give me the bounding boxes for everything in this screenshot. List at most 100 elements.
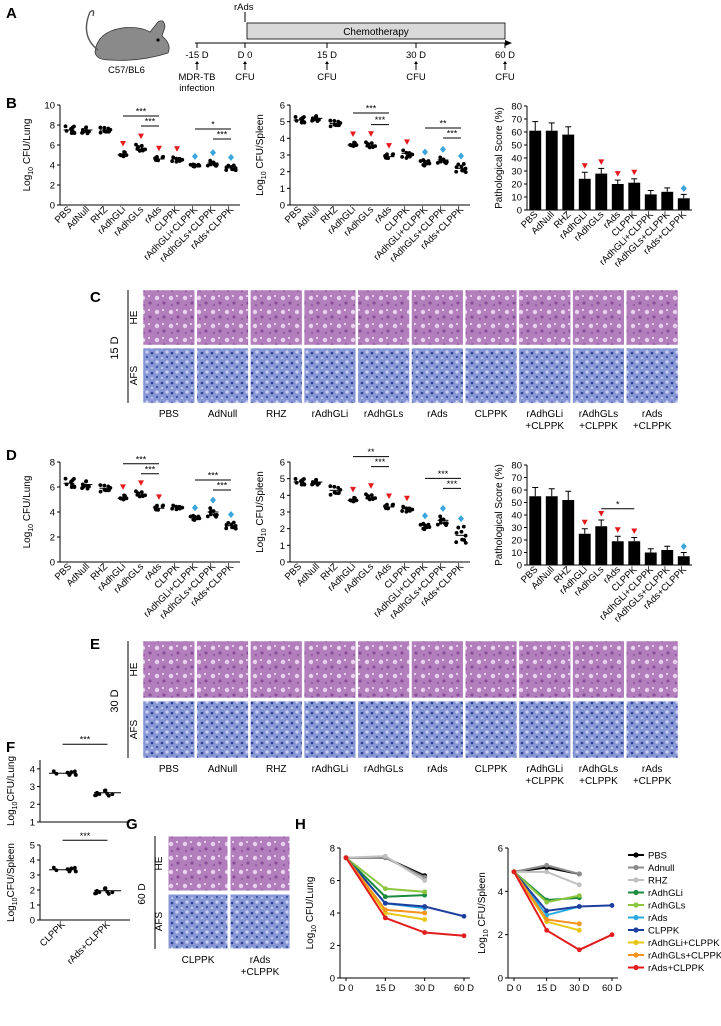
bar-AdNull xyxy=(545,496,558,565)
y-tick-label: 4 xyxy=(50,508,55,519)
bar-rAdhGLi+CLPPK xyxy=(644,552,657,565)
data-point-RHZ xyxy=(102,483,107,488)
data-point-CLPPK xyxy=(410,507,415,512)
image-label: rAdhGLs xyxy=(364,764,403,775)
y-axis-label: Log10 CFU/Spleen xyxy=(477,872,490,954)
significance-marker xyxy=(614,527,621,533)
he-image-rAds xyxy=(229,835,291,892)
bar-rAdhGLi+CLPPK xyxy=(644,194,657,210)
y-tick-label: 10 xyxy=(511,193,522,204)
legend-swatch-dot xyxy=(633,864,639,871)
data-point-PBS xyxy=(293,115,298,119)
he-image-rAdhGLs xyxy=(357,640,410,699)
y-tick-label: 6 xyxy=(280,458,285,469)
series-point-rAdhGLs+CLPPK xyxy=(382,907,388,913)
sig-label: *** xyxy=(217,481,228,491)
data-point-AdNull xyxy=(85,486,90,491)
bar-rAds xyxy=(611,541,624,565)
y-tick-label: 1 xyxy=(280,541,285,552)
y-axis-label: Log10 CFU/Lung xyxy=(22,119,35,192)
data-point-rAdhGLs+CLPPK xyxy=(435,522,440,527)
data-point-RHZ xyxy=(106,488,111,493)
data-point-rAds+CLPPK xyxy=(224,526,229,531)
ylabel-sub: 10 xyxy=(261,171,268,179)
data-point-rAds xyxy=(161,503,166,508)
y-tick-label: 6 xyxy=(330,876,335,887)
data-point-rAds+CLPPK xyxy=(94,891,99,896)
chart-f1: 1 2 3 4 Log10CFU/Lung *** xyxy=(6,735,130,829)
series-line-CLPPK xyxy=(345,857,465,918)
he-image-rAds xyxy=(411,640,464,699)
series-point-CLPPK xyxy=(609,903,615,908)
data-point-CLPPK xyxy=(174,507,179,512)
significance-marker xyxy=(631,528,638,534)
sig-label: *** xyxy=(136,107,147,117)
data-point-AdNull xyxy=(314,114,319,118)
timeline-below-label: CFU xyxy=(317,72,337,83)
he-image-AdNull xyxy=(196,289,249,346)
data-point-group xyxy=(72,769,77,774)
data-point-rAdhGLs xyxy=(134,489,138,494)
bar-PBS xyxy=(529,496,542,565)
legend-label: Adnull xyxy=(648,863,674,874)
data-point-CLPPK xyxy=(174,159,179,164)
y-tick-label: 6 xyxy=(50,141,55,152)
y-tick-label: 50 xyxy=(511,498,522,509)
y-tick-label: 6 xyxy=(280,101,285,112)
series-point-rAdhGLs xyxy=(544,899,550,905)
significance-marker xyxy=(120,484,126,490)
data-point-RHZ xyxy=(98,483,103,488)
y-tick-label: 3 xyxy=(280,508,285,519)
bar-AdNull xyxy=(545,130,558,210)
data-point-rAdhGLi xyxy=(123,493,127,498)
series-point-rAdhGLi xyxy=(382,894,388,900)
series-point-rAds+CLPPK xyxy=(343,855,349,861)
sig-label: * xyxy=(616,499,620,509)
y-tick-label: 40 xyxy=(511,511,522,522)
afs-image-CLPPK xyxy=(464,347,518,404)
significance-marker xyxy=(404,139,410,145)
y-tick-label: 4 xyxy=(280,491,285,502)
y-tick-label: 0 xyxy=(330,974,335,985)
y-tick-label: 5 xyxy=(30,841,35,852)
image-sublabel: +CLPPK xyxy=(525,421,564,432)
sig-label: *** xyxy=(217,130,228,140)
data-point-rAdhGLs+CLPPK xyxy=(438,155,443,160)
he-image-rAdhGLi xyxy=(518,640,571,699)
sig-label: *** xyxy=(375,457,386,467)
y-tick-label: 5 xyxy=(280,474,285,485)
image-label: rAdhGLi xyxy=(312,764,349,775)
image-label: rAds xyxy=(642,764,663,775)
afs-image-CLPPK xyxy=(464,700,518,759)
sig-label: *** xyxy=(145,464,156,474)
y-tick-label: 0 xyxy=(50,558,55,569)
data-point-PBS xyxy=(299,120,304,125)
series-point-RHZ xyxy=(422,878,428,883)
timeline-arrowhead xyxy=(325,61,329,64)
significance-marker xyxy=(350,131,356,137)
panel-h-letter: H xyxy=(295,816,306,833)
data-point-rAds+CLPPK xyxy=(226,520,231,525)
data-point-rAdhGLi+CLPPK xyxy=(421,521,426,526)
data-point-PBS xyxy=(302,477,306,481)
y-tick-label: 3 xyxy=(30,871,35,882)
data-point-rAds+CLPPK xyxy=(454,540,459,545)
y-tick-label: 0 xyxy=(50,201,55,212)
ylabel-main: Log xyxy=(22,175,33,192)
sig-label: *** xyxy=(447,129,458,139)
image-label: rAds xyxy=(642,409,663,420)
data-point-CLPPK xyxy=(51,865,56,870)
image-label: AdNull xyxy=(208,409,237,420)
series-point-rAdhGLs+CLPPK xyxy=(576,921,582,927)
data-point-AdNull xyxy=(80,485,85,490)
data-point-RHZ xyxy=(98,489,103,494)
y-tick-label: 2 xyxy=(50,181,55,192)
data-point-group xyxy=(51,769,56,774)
data-point-rAdhGLs+CLPPK xyxy=(438,514,443,519)
legend-label: rAdhGLs+CLPPK xyxy=(648,951,721,962)
data-point-rAdhGLi+CLPPK xyxy=(192,164,197,169)
